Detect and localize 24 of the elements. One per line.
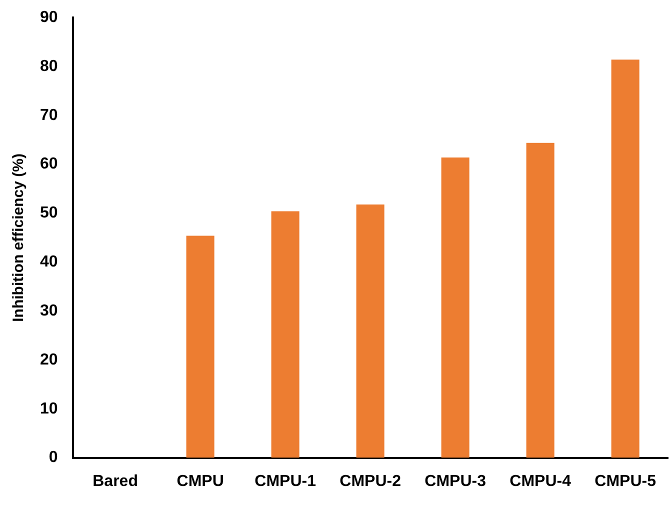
x-tick-label: CMPU-4	[510, 472, 572, 490]
bar	[271, 211, 300, 458]
x-tick-label: CMPU-5	[594, 472, 656, 490]
x-tick-label: CMPU-2	[340, 472, 402, 490]
y-tick-label: 0	[48, 449, 58, 466]
y-tick-label: 70	[40, 106, 58, 124]
y-tick-label: 50	[40, 204, 58, 222]
y-tick-label: 90	[40, 9, 58, 26]
y-tick-label: 30	[40, 302, 58, 320]
y-tick-label: 10	[40, 400, 58, 418]
y-axis-title: Inhibition efficiency (%)	[10, 154, 28, 322]
x-tick-label: CMPU-3	[424, 472, 486, 490]
y-tick-label: 40	[40, 254, 58, 271]
y-tick-label: 20	[40, 351, 58, 368]
x-tick-label: CMPU-1	[254, 472, 316, 490]
bar	[611, 60, 640, 458]
bar	[186, 236, 214, 458]
y-tick-label: 60	[40, 156, 58, 173]
y-tick-label: 80	[40, 58, 58, 75]
bar	[526, 142, 554, 458]
x-tick-label: CMPU	[176, 472, 224, 490]
bar	[441, 157, 470, 458]
bar	[356, 204, 384, 458]
x-tick-label: Bared	[92, 472, 138, 490]
